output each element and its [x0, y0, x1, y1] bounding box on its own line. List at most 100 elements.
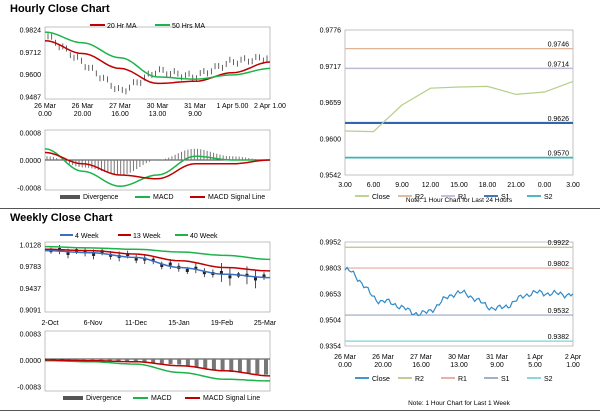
weekly-price-chart: 4 Week 13 Week 40 Week 1.0128 0.9783 0.943… [20, 233, 277, 327]
x-tick-label: 30 Mar [448, 354, 470, 361]
x-tick-label: 5.00 [528, 362, 542, 369]
x-tick-label: 21.00 [507, 182, 525, 189]
level-value-label: 0.9802 [548, 261, 570, 268]
weekly-sr-note: Note: 1 Hour Chart for Last 1 Week [408, 400, 511, 407]
y-tick-label: 0.9600 [20, 72, 42, 79]
y-tick-label: 0.9600 [320, 136, 342, 143]
legend-divergence-swatch [63, 396, 83, 400]
macd-line [44, 148, 270, 188]
candle-body [194, 266, 198, 270]
x-tick-label: 16.00 [412, 362, 430, 369]
macd-line [45, 359, 270, 382]
legend-divergence-label: Divergence [83, 194, 119, 201]
x-tick-label: 0.00 [38, 111, 52, 118]
y-tick-label: 0.9803 [320, 266, 342, 273]
x-tick-label: 3.00 [566, 182, 580, 189]
macd-signal-line [44, 151, 271, 180]
y-tick-label: 0.0000 [20, 358, 42, 365]
y-tick-label: -0.0083 [17, 385, 41, 392]
x-tick-label: 2-Oct [41, 320, 58, 327]
hourly-price-chart: 20 Hr MA 50 Hrs MA 0.9824 0.9712 0.9600 0.9… [20, 23, 286, 118]
weekly-support-resistance-chart: 0.9952 0.9803 0.9653 0.9504 0.9354 0.9922 0.9… [320, 240, 582, 408]
y-tick-label: 0.9437 [20, 286, 42, 293]
legend-s2-label: S2 [544, 194, 553, 201]
y-tick-label: 0.9717 [320, 64, 342, 71]
candle-body [262, 274, 266, 278]
x-tick-label: 18.00 [479, 182, 497, 189]
x-tick-label: 27 Mar [109, 103, 131, 110]
x-tick-label: 0.00 [338, 362, 352, 369]
legend-close-label: Close [372, 376, 390, 383]
divergence-bar [107, 359, 112, 361]
x-tick-label: 6.00 [367, 182, 381, 189]
ma-4wk-line [44, 249, 270, 279]
y-tick-label: 0.9824 [20, 28, 42, 35]
legend-divergence-label: Divergence [86, 395, 122, 402]
plot-frame [344, 29, 574, 176]
y-tick-label: 0.9487 [20, 95, 42, 102]
x-tick-label: 2 Apr [565, 354, 582, 361]
x-tick-label: 26 Mar [72, 103, 94, 110]
legend-s2-label: S2 [544, 376, 553, 383]
legend-r2-label: R2 [415, 376, 424, 383]
divergence-bar [133, 359, 138, 363]
divergence-bar [151, 359, 156, 364]
divergence-bar [264, 359, 268, 375]
hourly-section-title: Hourly Close Chart [10, 3, 110, 15]
legend-r1-label: R1 [458, 376, 467, 383]
x-tick-label: 13.00 [149, 111, 167, 118]
macd-signal-line [45, 359, 271, 377]
legend-20hr-label: 20 Hr MA [107, 23, 137, 30]
candle-body [160, 263, 164, 267]
legend-macd-label: MACD [151, 395, 172, 402]
level-value-label: 0.9626 [548, 116, 570, 123]
hourly-sr-note: Note: 1 Hour Chart for Last 24 Hours [406, 197, 513, 204]
x-tick-label: 9.00 [188, 111, 202, 118]
x-tick-label: 1 Apr [527, 354, 544, 361]
legend-signal-label: MACD Signal Line [203, 395, 260, 402]
y-tick-label: 0.9504 [320, 318, 342, 325]
x-tick-label: 31 Mar [486, 354, 508, 361]
divergence-bar [246, 359, 251, 374]
weekly-macd-chart: 0.0083 0.0000 -0.0083 Divergence MACD MACD… [17, 330, 271, 402]
x-tick-label: 2 Apr 1.00 [254, 103, 286, 110]
candle-body [219, 270, 223, 274]
x-tick-label: 11-Dec [125, 320, 148, 327]
x-tick-label: 3.00 [338, 182, 352, 189]
divergence-bar [185, 359, 190, 366]
x-tick-label: 15-Jan [168, 320, 190, 327]
x-tick-label: 25-Mar [254, 320, 277, 327]
divergence-bar [159, 359, 164, 364]
section-divider [0, 208, 600, 209]
legend-r1-label: R1 [458, 194, 467, 201]
close-line [344, 266, 574, 317]
y-tick-label: 0.9952 [320, 240, 342, 247]
hourly-support-resistance-chart: 0.9776 0.9717 0.9659 0.9600 0.9542 0.9746 0.9… [320, 28, 580, 205]
y-tick-label: 0.9653 [320, 292, 342, 299]
candle-body [83, 250, 87, 254]
plot-frame [44, 26, 271, 100]
legend-40wk-label: 40 Week [190, 233, 218, 240]
x-tick-label: 0.00 [538, 182, 552, 189]
candle-body [228, 275, 232, 279]
x-tick-label: 9.00 [490, 362, 504, 369]
candle-body [253, 277, 257, 281]
close-line [344, 80, 574, 133]
legend-signal-label: MACD Signal Line [208, 194, 265, 201]
x-tick-label: 26 Mar [372, 354, 394, 361]
legend-divergence-swatch [60, 195, 80, 199]
divergence-bar [168, 359, 173, 365]
level-value-label: 0.9714 [548, 61, 570, 68]
divergence-bar [125, 359, 130, 362]
y-tick-label: 0.0000 [20, 158, 42, 165]
y-tick-label: 0.0083 [20, 332, 42, 339]
y-tick-label: 0.9091 [20, 308, 42, 315]
candle-body [168, 262, 172, 266]
x-tick-label: 27 Mar [410, 354, 432, 361]
divergence-bar [142, 359, 147, 363]
legend-s1-label: S1 [501, 194, 510, 201]
x-tick-label: 15.00 [450, 182, 468, 189]
ma-13wk-line [45, 248, 271, 272]
legend-macd-label: MACD [153, 194, 174, 201]
x-tick-label: 16.00 [111, 111, 129, 118]
